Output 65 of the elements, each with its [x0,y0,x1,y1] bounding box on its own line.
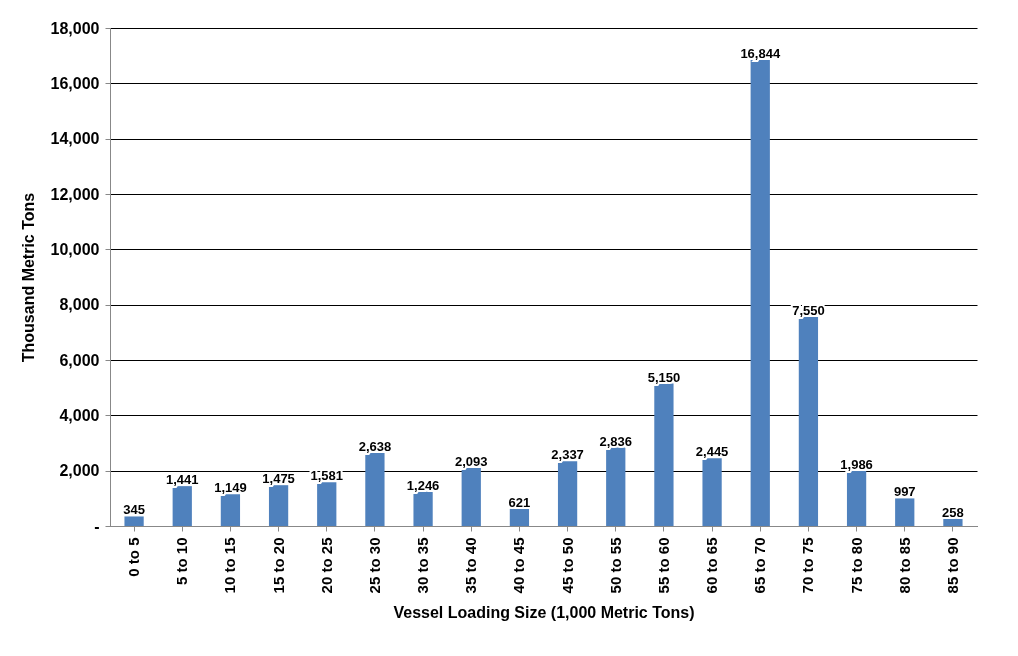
bar [557,461,578,526]
x-tick-label: 30 to 35 [414,537,432,594]
data-label: 1,246 [406,477,440,493]
x-tick-label: 75 to 80 [847,537,865,594]
data-label: 2,836 [599,433,633,449]
y-tick-label: 10,000 [50,240,100,258]
x-tick-label: 40 to 45 [510,537,528,594]
data-label: 1,149 [214,480,247,496]
data-label: 2,638 [358,439,392,455]
x-tick-label: 5 to 10 [173,537,191,586]
bar [124,516,144,526]
y-tick-label: 16,000 [50,74,100,92]
data-label: 2,093 [454,454,488,470]
bar [943,518,963,526]
x-tick-label: 50 to 55 [606,537,624,594]
y-tick-label: - [94,517,100,535]
x-tick-label: 15 to 20 [269,537,287,594]
data-label: 1,475 [262,471,295,487]
y-tick-label: 12,000 [50,185,100,203]
data-label: 997 [893,484,916,500]
bar [702,458,722,526]
data-label: 258 [942,504,964,520]
x-axis-title: Vessel Loading Size (1,000 Metric Tons) [393,604,695,622]
bar [461,468,481,526]
bar [606,447,626,526]
data-label: 5,150 [647,369,681,385]
data-label: 1,441 [165,472,199,488]
y-tick-label: 4,000 [59,406,100,424]
bar [268,485,289,526]
y-tick-label: 8,000 [59,296,100,314]
x-tick-label: 0 to 5 [125,537,143,577]
data-label: 2,445 [695,444,729,460]
x-tick-label: 35 to 40 [462,537,480,594]
data-label: 621 [508,494,531,510]
data-label: 345 [123,502,145,518]
data-label: 1,986 [840,457,873,473]
data-label: 16,844 [740,45,781,61]
bar [172,486,192,526]
y-tick-label: 14,000 [50,130,100,148]
bar [220,494,241,526]
bar [413,491,433,526]
bar [654,383,674,526]
data-label: 2,337 [551,447,584,463]
bar [750,59,770,526]
x-tick-label: 70 to 75 [799,537,817,594]
y-tick-label: 2,000 [59,462,100,480]
y-axis-title: Thousand Metric Tons [19,192,37,363]
y-tick-label: 18,000 [50,19,100,37]
x-tick-label: 25 to 30 [365,537,383,594]
y-tick-label: 6,000 [59,351,100,369]
bar [509,508,530,526]
x-tick-label: 60 to 65 [703,537,721,594]
x-tick-label: 55 to 60 [654,537,672,594]
x-tick-label: 20 to 25 [317,537,335,594]
bar [365,453,385,526]
data-label: 7,550 [792,303,825,319]
x-tick-label: 85 to 90 [943,537,961,594]
bar [798,317,819,526]
bar [317,482,337,526]
x-tick-label: 45 to 50 [558,537,576,594]
x-tick-label: 10 to 15 [221,537,239,594]
x-tick-label: 80 to 85 [895,537,913,594]
bar [895,498,915,526]
x-tick-label: 65 to 70 [751,537,769,594]
bar [846,471,867,526]
